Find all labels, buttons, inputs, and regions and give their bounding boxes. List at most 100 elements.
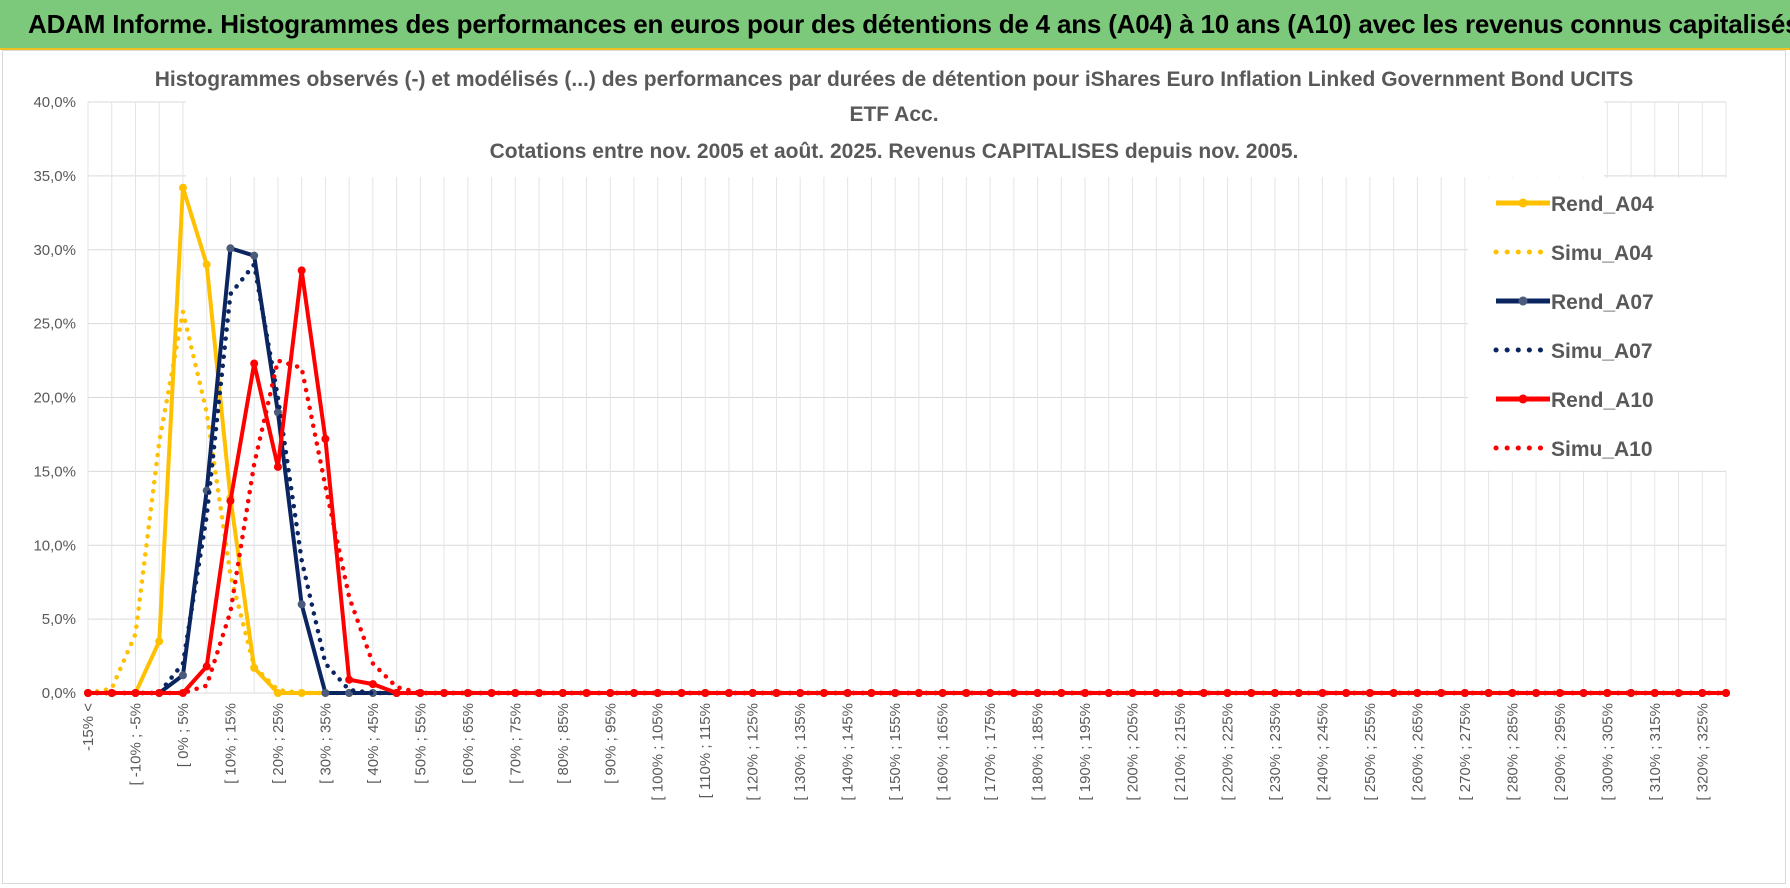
data-point (226, 496, 235, 505)
data-point (250, 359, 259, 368)
header-banner: ADAM Informe. Histogrammes des performan… (0, 0, 1790, 50)
data-point (297, 600, 306, 609)
y-axis-ticks: 0,0% 5,0% 10,0% 15,0% 20,0% 25,0% 30,0% 35,0% 40… (33, 94, 76, 702)
data-point (392, 689, 401, 697)
x-tick-label: [ 70% ; 75% (507, 703, 524, 784)
legend: Rend_A04 Simu_A04 Rend_A07 Simu_A07 Rend_A10… (1468, 178, 1736, 470)
y-tick-label: 0,0% (42, 685, 76, 702)
x-tick-label: [ 90% ; 95% (602, 703, 619, 784)
y-tick-label: 25,0% (33, 316, 76, 333)
chart-title-line: Histogrammes observés (-) et modélisés (… (155, 68, 1633, 91)
legend-marker (1518, 394, 1528, 404)
data-point (1674, 689, 1683, 697)
data-point (250, 251, 259, 260)
x-tick-label: [ 230% ; 235% (1267, 703, 1284, 801)
legend-label: Rend_A04 (1551, 193, 1654, 216)
data-point (1128, 689, 1137, 697)
legend-label: Simu_A04 (1551, 242, 1653, 265)
data-point (273, 462, 282, 471)
data-point (1627, 689, 1636, 697)
x-tick-label: [ 10% ; 15% (222, 703, 239, 784)
x-tick-label: [ 220% ; 225% (1219, 703, 1236, 801)
data-point (368, 680, 377, 689)
data-point (178, 689, 187, 697)
x-tick-label: [ 320% ; 325% (1694, 703, 1711, 801)
legend-background (1468, 178, 1736, 470)
data-point (701, 689, 710, 697)
x-tick-label: [ 130% ; 135% (792, 703, 809, 801)
data-point (297, 266, 306, 275)
x-tick-label: [ 290% ; 295% (1552, 703, 1569, 801)
data-point (178, 183, 187, 192)
x-tick-label: [ 310% ; 315% (1647, 703, 1664, 801)
data-point (321, 434, 330, 443)
data-point (345, 675, 354, 684)
x-tick-label: [ 250% ; 255% (1362, 703, 1379, 801)
data-point (463, 689, 472, 697)
data-point (1722, 689, 1730, 697)
data-point (178, 671, 187, 680)
data-point (653, 689, 662, 697)
x-tick-label: [ 120% ; 125% (745, 703, 762, 801)
grid-layer (87, 101, 1727, 694)
x-tick-label: [ 40% ; 45% (365, 703, 382, 784)
x-tick-label: [ 190% ; 195% (1077, 703, 1094, 801)
data-point (202, 260, 211, 269)
x-tick-label: [ 100% ; 105% (650, 703, 667, 801)
x-tick-label: [ 50% ; 55% (412, 703, 429, 784)
data-point (1081, 689, 1090, 697)
data-point (1009, 689, 1018, 697)
data-point (1437, 689, 1446, 697)
data-point (1508, 689, 1517, 697)
chart-title-background (186, 62, 1604, 177)
x-tick-label: [ -10% ; -5% (127, 703, 144, 786)
x-tick-label: [ 260% ; 265% (1409, 703, 1426, 801)
data-point (107, 689, 116, 697)
data-point (1247, 689, 1256, 697)
legend-marker (1518, 198, 1528, 208)
x-tick-label: [ 210% ; 215% (1172, 703, 1189, 801)
data-point (582, 689, 591, 697)
x-tick-label: [ 30% ; 35% (317, 703, 334, 784)
y-tick-label: 10,0% (33, 537, 76, 554)
x-axis-ticks: -15% < [ -10% ; -5% [ 0% ; 5% [ 10% ; 15% [ … (80, 703, 1711, 801)
legend-label: Simu_A07 (1551, 340, 1653, 363)
x-tick-label: [ 140% ; 145% (840, 703, 857, 801)
x-tick-label: [ 270% ; 275% (1457, 703, 1474, 801)
y-tick-label: 5,0% (42, 611, 76, 628)
chart-title-line: ETF Acc. (849, 103, 938, 126)
data-point (155, 637, 164, 646)
legend-label: Rend_A07 (1551, 291, 1654, 314)
series-line-simu-a10 (85, 358, 1729, 696)
data-point (1199, 689, 1208, 697)
data-point (535, 689, 544, 697)
data-point (273, 689, 282, 697)
y-tick-label: 35,0% (33, 168, 76, 185)
chart-title: Histogrammes observés (-) et modélisés (… (155, 62, 1633, 177)
data-point (1555, 689, 1564, 697)
x-tick-label: [ 160% ; 165% (935, 703, 952, 801)
x-tick-label: [ 280% ; 285% (1504, 703, 1521, 801)
x-tick-label: [ 170% ; 175% (982, 703, 999, 801)
y-tick-label: 30,0% (33, 242, 76, 259)
x-tick-label: [ 110% ; 115% (697, 703, 714, 798)
data-point (321, 689, 330, 697)
legend-label: Simu_A10 (1551, 438, 1653, 461)
x-tick-label: [ 60% ; 65% (460, 703, 477, 784)
x-tick-label: [ 150% ; 155% (887, 703, 904, 801)
y-tick-label: 20,0% (33, 390, 76, 407)
x-tick-label: [ 300% ; 305% (1599, 703, 1616, 801)
chart-title-line: Cotations entre nov. 2005 et août. 2025.… (490, 140, 1299, 163)
data-point (962, 689, 971, 697)
x-tick-label: [ 240% ; 245% (1314, 703, 1331, 801)
x-tick-label: [ 180% ; 185% (1030, 703, 1047, 801)
data-point (226, 244, 235, 253)
page-title: ADAM Informe. Histogrammes des performan… (28, 9, 1790, 39)
x-tick-label: [ 0% ; 5% (175, 703, 192, 767)
x-tick-label: [ 200% ; 205% (1125, 703, 1142, 801)
y-tick-label: 15,0% (33, 463, 76, 480)
y-tick-label: 40,0% (33, 94, 76, 111)
chart-frame (2, 50, 1786, 884)
series-layer (84, 183, 1730, 697)
